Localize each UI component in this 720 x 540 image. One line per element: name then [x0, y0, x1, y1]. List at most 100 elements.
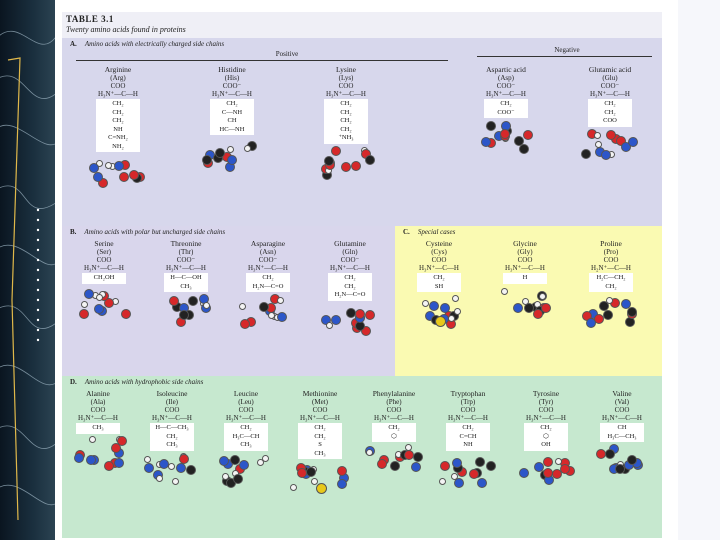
alpha-carbon: H₃N⁺—C—H: [98, 90, 138, 98]
side-chain-group: CH₂: [112, 100, 124, 107]
amino-acid-name: Methionine: [302, 389, 338, 398]
atom-sphere: [534, 461, 544, 472]
atom-sphere: [169, 296, 179, 306]
atom-sphere: [337, 466, 347, 476]
amino-acid-abbreviation: (His): [224, 74, 240, 82]
amino-acid-abbreviation: (Pro): [603, 248, 619, 256]
alpha-carbon: H₃N⁺—C—H: [602, 414, 642, 422]
carboxyl-group: COO: [90, 406, 106, 414]
side-chain-group: C=NH₂: [108, 134, 128, 141]
ball-and-stick-model: [364, 444, 424, 478]
carboxyl-group: COO: [431, 256, 447, 264]
atom-sphere: [448, 315, 455, 322]
atom-sphere: [277, 312, 287, 322]
ball-and-stick-model: [495, 286, 555, 320]
atom-sphere: [105, 162, 112, 169]
alpha-carbon: H₃N⁺—C—H: [505, 264, 545, 272]
atom-sphere: [227, 155, 237, 165]
side-chain: CH₂ CH₂ CH₂ NH C=NH₂ NH₂: [96, 99, 140, 152]
side-chain-group: CH₃: [166, 441, 178, 448]
carboxyl-group: COO: [238, 406, 254, 414]
side-chain-group: CH₂: [340, 108, 352, 116]
side-chain-group: CH₂: [112, 108, 124, 116]
atom-sphere: [413, 452, 423, 462]
side-chain-group: CH₃: [314, 449, 326, 457]
amino-acid-abbreviation: (Met): [312, 398, 328, 406]
amino-acid-abbreviation: (Trp): [460, 398, 476, 406]
side-chain: CH₂ COO⁻: [484, 99, 528, 118]
atom-sphere: [454, 477, 464, 488]
amino-acid-name: Histidine: [218, 65, 246, 74]
atom-sphere: [621, 299, 631, 309]
atom-sphere: [452, 457, 462, 468]
atom-sphere: [179, 453, 189, 464]
amino-acid-abbreviation: (Asn): [260, 248, 276, 256]
atom-sphere: [89, 435, 96, 443]
atom-sphere: [519, 144, 529, 154]
carboxyl-group: COO: [538, 406, 554, 414]
side-chain: CH₂ C—NH CH HC—NH: [210, 99, 254, 135]
amino-acid-abbreviation: (Cys): [431, 248, 447, 256]
side-chain-group: CH₂: [344, 282, 356, 290]
side-chain-group: CH₂: [166, 432, 178, 440]
alpha-carbon: H₃N⁺—C—H: [486, 90, 526, 98]
atom-sphere: [104, 297, 114, 308]
panel-title: C. Special cases: [403, 228, 456, 236]
alpha-carbon: H₃N⁺—C—H: [248, 264, 288, 272]
amino-acid-cysteine: Cysteine (Cys) COO H₃N⁺—C—H CH₂ SH: [403, 240, 475, 329]
atom-sphere: [365, 309, 375, 320]
side-chain-group: ⁺NH₃: [338, 134, 354, 141]
side-chain-group: CH₂: [240, 424, 252, 431]
amino-acid-abbreviation: (Ile): [165, 398, 179, 406]
side-chain: CH₂ C=CH NH: [446, 423, 490, 451]
atom-sphere: [168, 462, 175, 470]
table-caption: Twenty amino acids found in proteins: [66, 25, 186, 34]
atom-sphere: [599, 301, 609, 311]
amino-acid-abbreviation: (Gln): [342, 248, 358, 256]
atom-sphere: [581, 148, 591, 159]
atom-sphere: [543, 456, 553, 467]
side-chain-group: CH₂: [540, 424, 552, 431]
side-chain-group: CH₂: [605, 282, 617, 290]
amino-acid-serine: Serine (Ser) COO H₃N⁺—C—H CH₂OH: [68, 240, 140, 320]
amino-acid-name: Serine: [94, 239, 114, 248]
side-chain-group: CH₂: [604, 100, 616, 107]
ball-and-stick-model: [88, 154, 148, 188]
side-chain-group: NH₂: [112, 142, 124, 150]
amino-acid-abbreviation: (Val): [615, 398, 629, 406]
atom-sphere: [605, 449, 615, 459]
side-chain-group: CH: [227, 117, 237, 124]
alpha-carbon: H₃N⁺—C—H: [226, 414, 266, 422]
atom-sphere: [337, 479, 347, 489]
carboxyl-group: COO: [614, 406, 630, 414]
amino-acid-name: Aspartic acid: [486, 65, 526, 74]
atom-sphere: [439, 477, 446, 485]
atom-sphere: [331, 145, 341, 156]
atom-sphere: [114, 457, 124, 468]
side-chain-group: H₂C—CH₂: [596, 274, 626, 281]
side-chain: CH₂ CH₂ H₂N—C=O: [328, 273, 372, 301]
atom-sphere: [290, 484, 297, 491]
atom-sphere: [543, 467, 553, 478]
side-chain: CH₃: [76, 423, 120, 434]
ball-and-stick-model: [316, 145, 376, 180]
side-chain-group: H: [522, 274, 528, 281]
carboxyl-group: COO⁻: [176, 256, 196, 264]
alpha-carbon: H₃N⁺—C—H: [326, 90, 366, 98]
atom-sphere: [144, 455, 151, 463]
side-chain-group: ⬡: [391, 432, 397, 440]
atom-sphere: [539, 292, 546, 300]
amino-acid-glycine: Glycine (Gly) COO H₃N⁺—C—H H: [489, 240, 561, 320]
atom-sphere: [523, 130, 533, 140]
atom-sphere: [586, 318, 596, 328]
side-chain-group: CH₂: [226, 100, 238, 107]
atom-sphere: [240, 319, 250, 329]
alpha-carbon: H₃N⁺—C—H: [300, 414, 340, 422]
atom-sphere: [560, 463, 570, 474]
atom-sphere: [519, 467, 529, 478]
carboxyl-group: COO⁻: [258, 256, 278, 264]
alpha-carbon: H₃N⁺—C—H: [330, 264, 370, 272]
side-chain: CH₂ ⬡ OH: [524, 423, 568, 451]
ball-and-stick-model: [216, 453, 276, 488]
panel-polar: B. Amino acids with polar but uncharged s…: [62, 226, 395, 376]
